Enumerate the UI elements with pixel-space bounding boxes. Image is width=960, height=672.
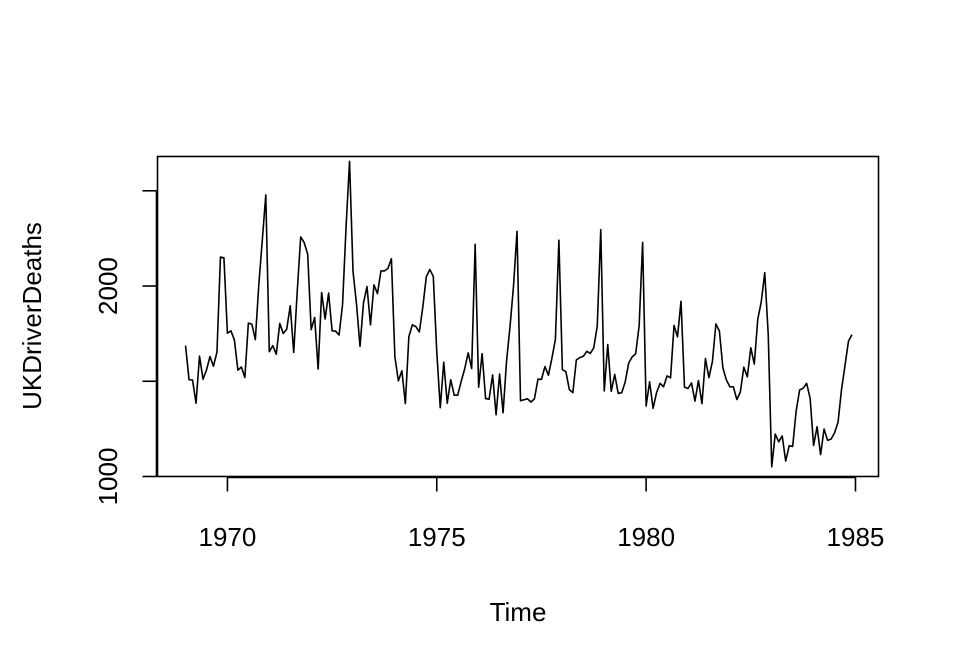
plot-frame bbox=[156, 155, 880, 478]
y-tick-label: 1000 bbox=[93, 448, 123, 506]
y-axis: 1000 2000 bbox=[93, 189, 158, 506]
x-tick-label: 1985 bbox=[827, 522, 885, 552]
x-tick-label: 1980 bbox=[617, 522, 675, 552]
x-axis: 1970 1975 1980 1985 bbox=[199, 476, 885, 552]
y-axis-title: UKDriverDeaths bbox=[17, 222, 47, 410]
series-line-ukdriverdeaths bbox=[184, 160, 853, 468]
x-tick-label: 1975 bbox=[408, 522, 466, 552]
x-tick-label: 1970 bbox=[199, 522, 257, 552]
y-tick-label: 2000 bbox=[93, 257, 123, 315]
x-axis-title: Time bbox=[490, 597, 547, 627]
